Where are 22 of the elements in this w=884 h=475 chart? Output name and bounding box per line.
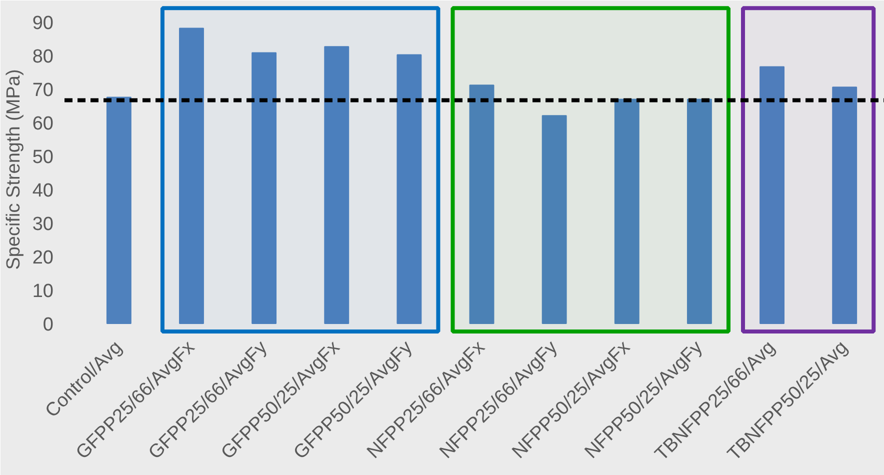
bar [760, 66, 784, 324]
y-tick-label: 90 [32, 13, 54, 34]
bar [252, 52, 277, 324]
y-tick-label: 10 [32, 280, 54, 302]
y-tick-label: 30 [32, 214, 54, 236]
bar [469, 84, 494, 324]
y-tick-label: 60 [32, 114, 54, 135]
bar [106, 96, 132, 324]
y-tick-label: 0 [42, 314, 54, 336]
bar [542, 115, 567, 324]
y-tick-label: 20 [32, 248, 54, 269]
y-tick-label: 80 [32, 46, 54, 68]
y-tick-label: 40 [32, 180, 54, 202]
bar [396, 54, 422, 324]
bar [686, 98, 712, 324]
y-tick-label: 50 [32, 147, 54, 168]
bar [324, 46, 350, 324]
y-axis-title: Specific Strength (MPa) [3, 69, 24, 270]
bar [614, 98, 640, 324]
y-tick-label: 70 [32, 80, 54, 102]
bar [832, 86, 858, 324]
bar [179, 28, 204, 324]
